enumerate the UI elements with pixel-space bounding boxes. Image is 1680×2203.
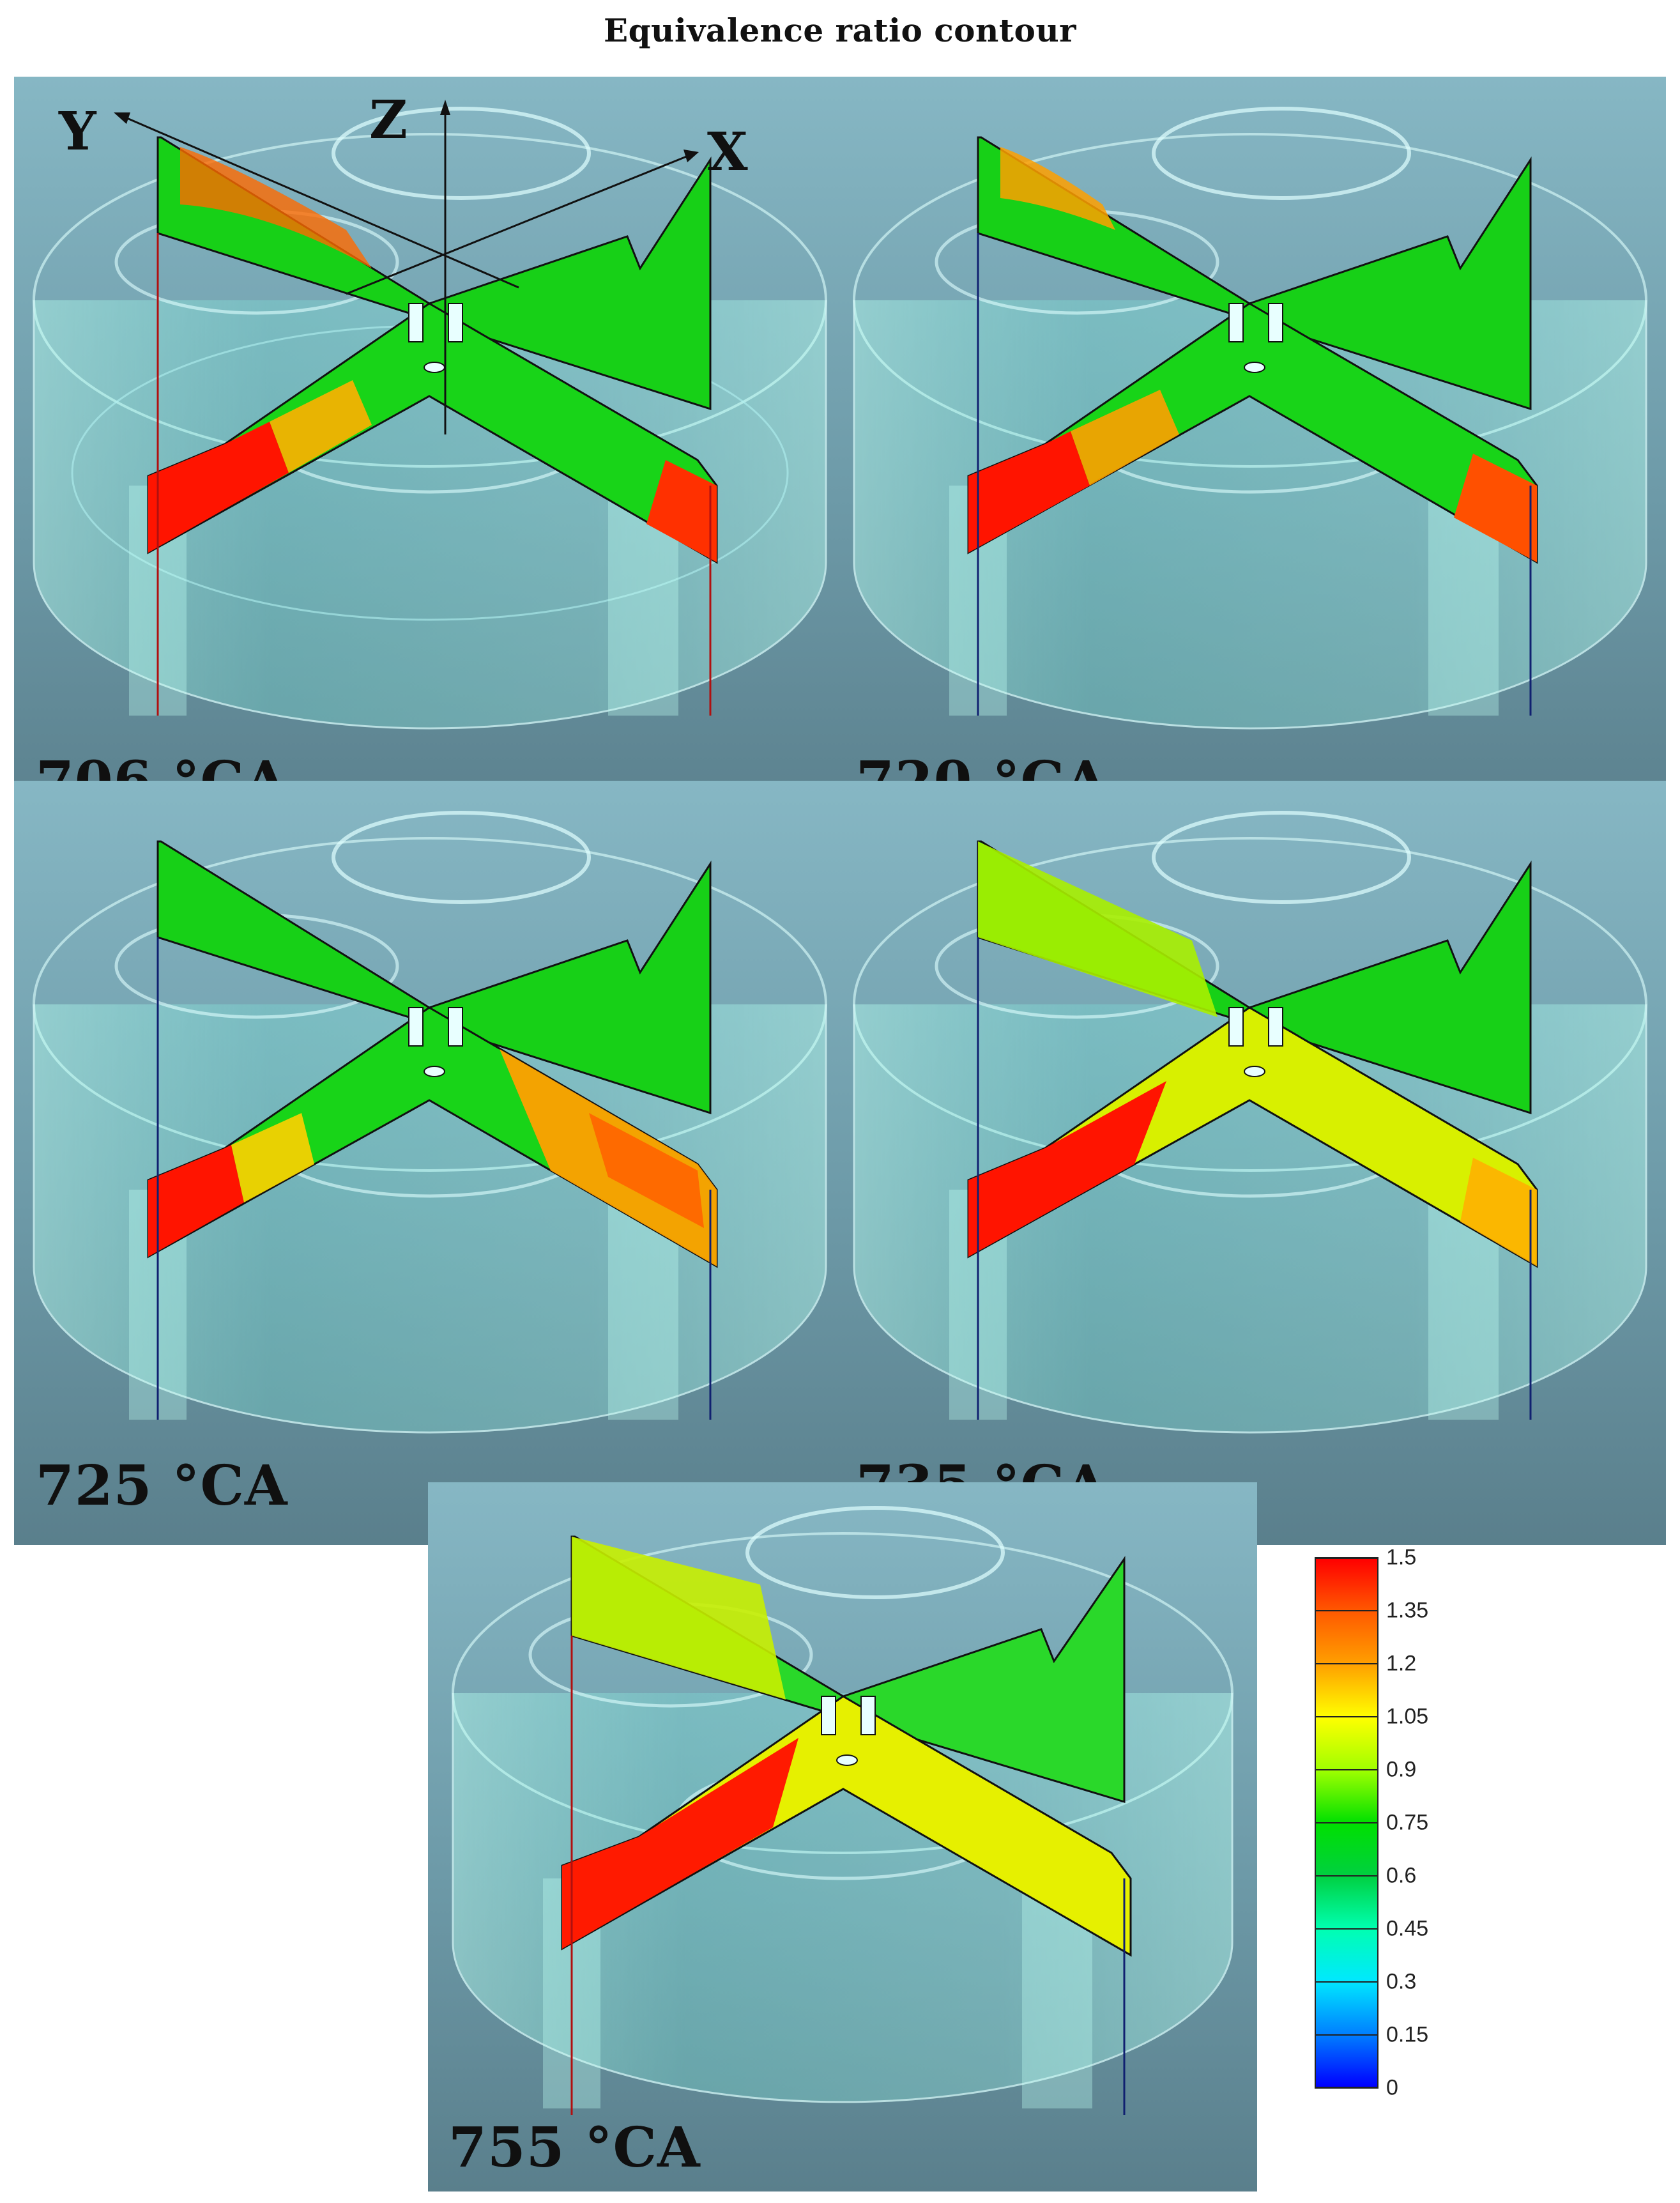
legend-tick-label: 0.75 bbox=[1386, 1810, 1429, 1835]
cylinder-scene bbox=[14, 77, 846, 841]
legend-tick bbox=[1315, 1557, 1378, 1558]
legend-tick bbox=[1315, 1822, 1378, 1823]
legend-tick-label: 0.45 bbox=[1386, 1916, 1429, 1941]
legend-tick bbox=[1315, 1716, 1378, 1717]
cylinder-scene bbox=[834, 781, 1666, 1545]
color-legend: 1.5 1.35 1.2 1.05 0.9 0.75 0.6 0.45 0.3 0.15 0 bbox=[1315, 1546, 1430, 2121]
figure-title: Equivalence ratio contour bbox=[603, 12, 1077, 49]
legend-tick-label: 1.5 bbox=[1386, 1545, 1417, 1570]
legend-tick-label: 1.2 bbox=[1386, 1651, 1417, 1676]
cylinder-scene bbox=[14, 781, 846, 1545]
x-axis-label: X bbox=[707, 121, 748, 183]
legend-tick bbox=[1315, 1875, 1378, 1877]
crank-angle-label: 755 °CA bbox=[448, 2115, 701, 2180]
crank-angle-label: 725 °CA bbox=[36, 1454, 288, 1518]
legend-tick bbox=[1315, 2034, 1378, 2036]
legend-tick-label: 1.05 bbox=[1386, 1704, 1429, 1729]
z-axis-label: Z bbox=[369, 89, 408, 151]
legend-tick-label: 0.9 bbox=[1386, 1757, 1417, 1782]
legend-tick-label: 0.6 bbox=[1386, 1863, 1417, 1888]
legend-tick-label: 0 bbox=[1386, 2075, 1398, 2100]
contour-panel-720: 720 °CA bbox=[834, 77, 1666, 841]
contour-panel-725: 725 °CA bbox=[14, 781, 846, 1545]
y-axis-label: Y bbox=[59, 101, 96, 162]
legend-tick bbox=[1315, 1981, 1378, 1983]
legend-tick bbox=[1315, 2087, 1378, 2089]
legend-tick bbox=[1315, 1769, 1378, 1770]
legend-tick bbox=[1315, 1663, 1378, 1664]
legend-tick-label: 1.35 bbox=[1386, 1598, 1429, 1623]
legend-tick bbox=[1315, 1610, 1378, 1611]
legend-tick bbox=[1315, 1928, 1378, 1930]
contour-panel-755: 755 °CA bbox=[428, 1482, 1257, 2191]
cylinder-scene bbox=[428, 1482, 1257, 2191]
legend-tick-label: 0.15 bbox=[1386, 2022, 1429, 2047]
cylinder-scene bbox=[834, 77, 1666, 841]
contour-panel-735: 735 °CA bbox=[834, 781, 1666, 1545]
contour-panel-706: Y Z X 706 °CA bbox=[14, 77, 846, 841]
legend-tick-label: 0.3 bbox=[1386, 1969, 1417, 1994]
